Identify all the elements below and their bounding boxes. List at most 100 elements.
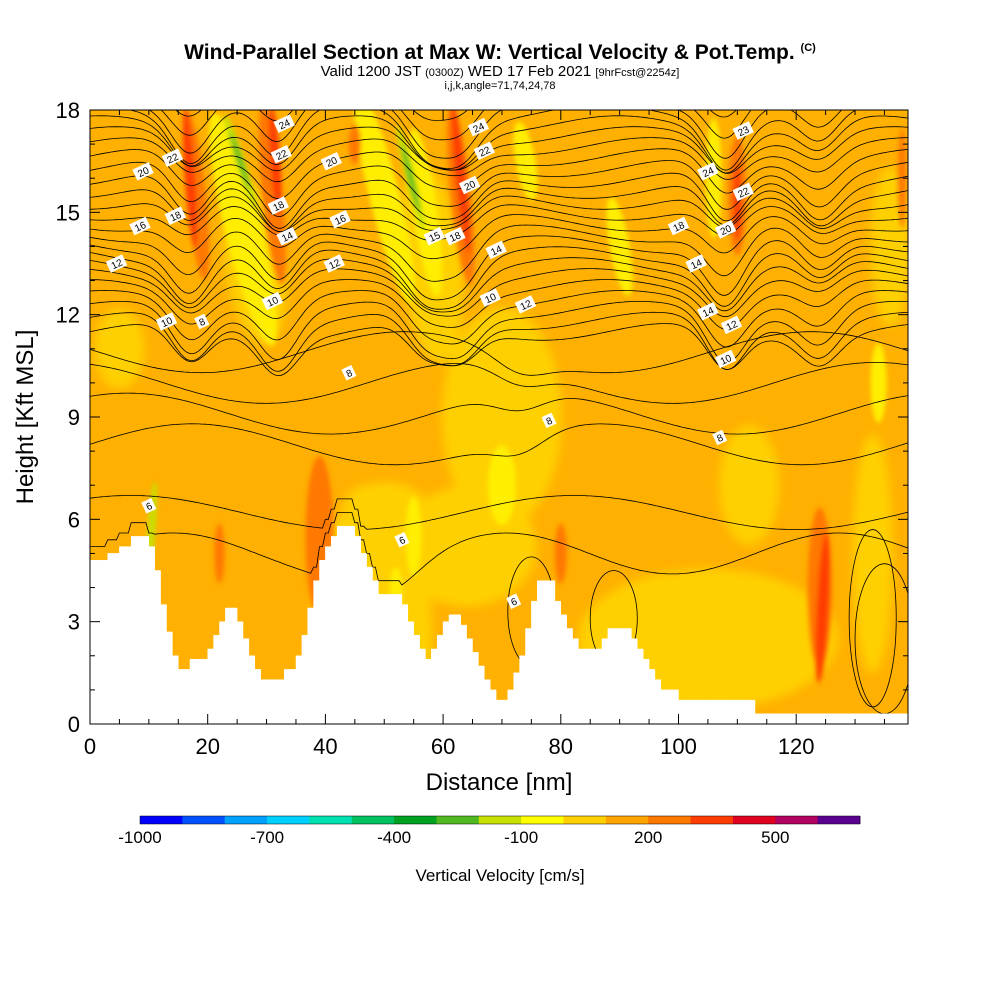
theta-contour-upper [90,61,908,107]
contour-label: 22 [161,148,184,168]
contour-label-text: 14 [701,305,716,320]
x-tick-label: 120 [778,734,815,759]
contour-label: 12 [323,254,345,273]
contour-label: 23 [732,121,754,140]
theta-contour-loop [848,529,897,708]
theta-contour-upper [90,289,908,348]
contour-label-text: 16 [133,220,148,235]
contour-label: 6 [141,497,157,514]
field-red-patch [733,164,742,241]
chart-subtitle: Valid 1200 JST (0300Z) WED 17 Feb 2021 [… [0,63,1000,80]
contour-label: 20 [458,175,481,195]
theta-contour-mid [90,423,908,466]
contour-label-bg [685,254,707,273]
colorbar-label: Vertical Velocity [cm/s] [415,866,584,885]
contour-label-bg [161,148,184,168]
colorbar-swatch [690,816,734,824]
contour-label-text: 10 [719,353,734,368]
contour-label-bg [329,209,351,229]
contour-label-bg [732,182,754,202]
field-yellow-patch [487,445,516,526]
contour-label-text: 16 [333,213,348,228]
contour-label-bg [541,412,557,429]
contour-label-text: 12 [110,257,125,272]
contour-label: 24 [467,117,490,137]
field-light-patch [852,433,893,674]
theta-contour-upper [90,257,908,313]
theta-contour-upper [90,126,908,174]
colorbar-swatch [605,816,649,824]
contour-label-bg [273,114,295,133]
contour-label: 18 [267,196,289,215]
contour-label-bg [667,216,690,236]
theta-contour-upper [90,311,908,372]
x-tick-label: 40 [313,734,337,759]
colorbar-tick-label: -1000 [118,828,161,847]
x-tick-label: 60 [431,734,455,759]
contour-label-text: 10 [160,315,175,330]
theta-contour-upper [90,115,908,174]
contour-label-bg [423,226,445,246]
contour-label-bg [394,532,410,548]
colorbar-swatch [648,816,691,824]
contour-label: 24 [273,114,295,133]
contour-label: 20 [132,162,154,181]
contour-label-bg [141,497,157,514]
contour-label: 15 [423,226,445,246]
theta-contour-upper [90,51,908,101]
contour-label: 8 [194,313,210,330]
contour-label-text: 24 [277,117,292,132]
colorbar-swatch [351,816,395,824]
y-axis-label: Height [Kft MSL] [12,330,39,505]
colorbar-swatch [563,816,607,824]
contour-label: 14 [697,302,719,321]
contour-label-bg [714,220,737,239]
theta-contour-upper [90,224,908,282]
contour-label-bg [697,162,719,181]
contour-label: 14 [485,240,507,260]
theta-contour-mid [90,331,908,376]
contour-label: 10 [479,288,501,307]
contour-label-bg [261,291,284,311]
contour-label-bg [479,288,501,307]
field-yellow-patch [353,110,415,303]
theta-contour-upper [148,110,843,159]
theta-contour-upper [90,186,908,233]
contour-label-text: 8 [345,368,355,381]
field-light-patch [94,308,145,389]
x-tick-label: 100 [660,734,697,759]
theta-contour-mid [90,362,908,404]
contour-labels: 20 22 16 18 12 10 8 24 22 20 18 14 16 12 10 8 6 6 24 22 20 15… [105,114,754,609]
contour-label-text: 10 [266,295,281,310]
colorbar-swatch [182,816,226,824]
contour-label-text: 24 [701,165,716,180]
contour-label: 22 [732,182,754,202]
contour-label: 8 [541,412,557,429]
contour-label-text: 22 [478,145,493,160]
field-red-patch [815,533,830,683]
colorbar-swatch [732,816,776,824]
field-yellow-patch [513,121,538,201]
contour-label: 12 [514,295,537,314]
contour-label: 10 [155,312,178,331]
field-red-patch [451,110,471,253]
field-yellow-patch [606,197,633,296]
field-yellow-patch [705,118,722,239]
colorbar-swatch [394,816,437,824]
chart-title: Wind-Parallel Section at Max W: Vertical… [0,36,1000,65]
subtitle-date: WED 17 Feb 2021 [467,63,592,80]
contour-label-bg [506,593,522,609]
title-block: Wind-Parallel Section at Max W: Vertical… [0,36,1000,92]
theta-contour-upper [90,195,908,233]
y-tick-label: 0 [68,712,80,737]
y-tick-label: 6 [68,507,80,532]
contour-label: 12 [720,315,743,335]
terrain-mask [90,525,908,724]
contour-label-bg [270,145,292,164]
plot-axes: 0 20 40 60 80 100 120 0 3 6 9 12 15 18 Distance [nm] He… [12,98,909,796]
theta-contour-upper [90,148,908,200]
contour-label-text: 12 [327,257,342,272]
contour-label-bg [341,364,357,381]
x-tick-label: 0 [84,734,96,759]
